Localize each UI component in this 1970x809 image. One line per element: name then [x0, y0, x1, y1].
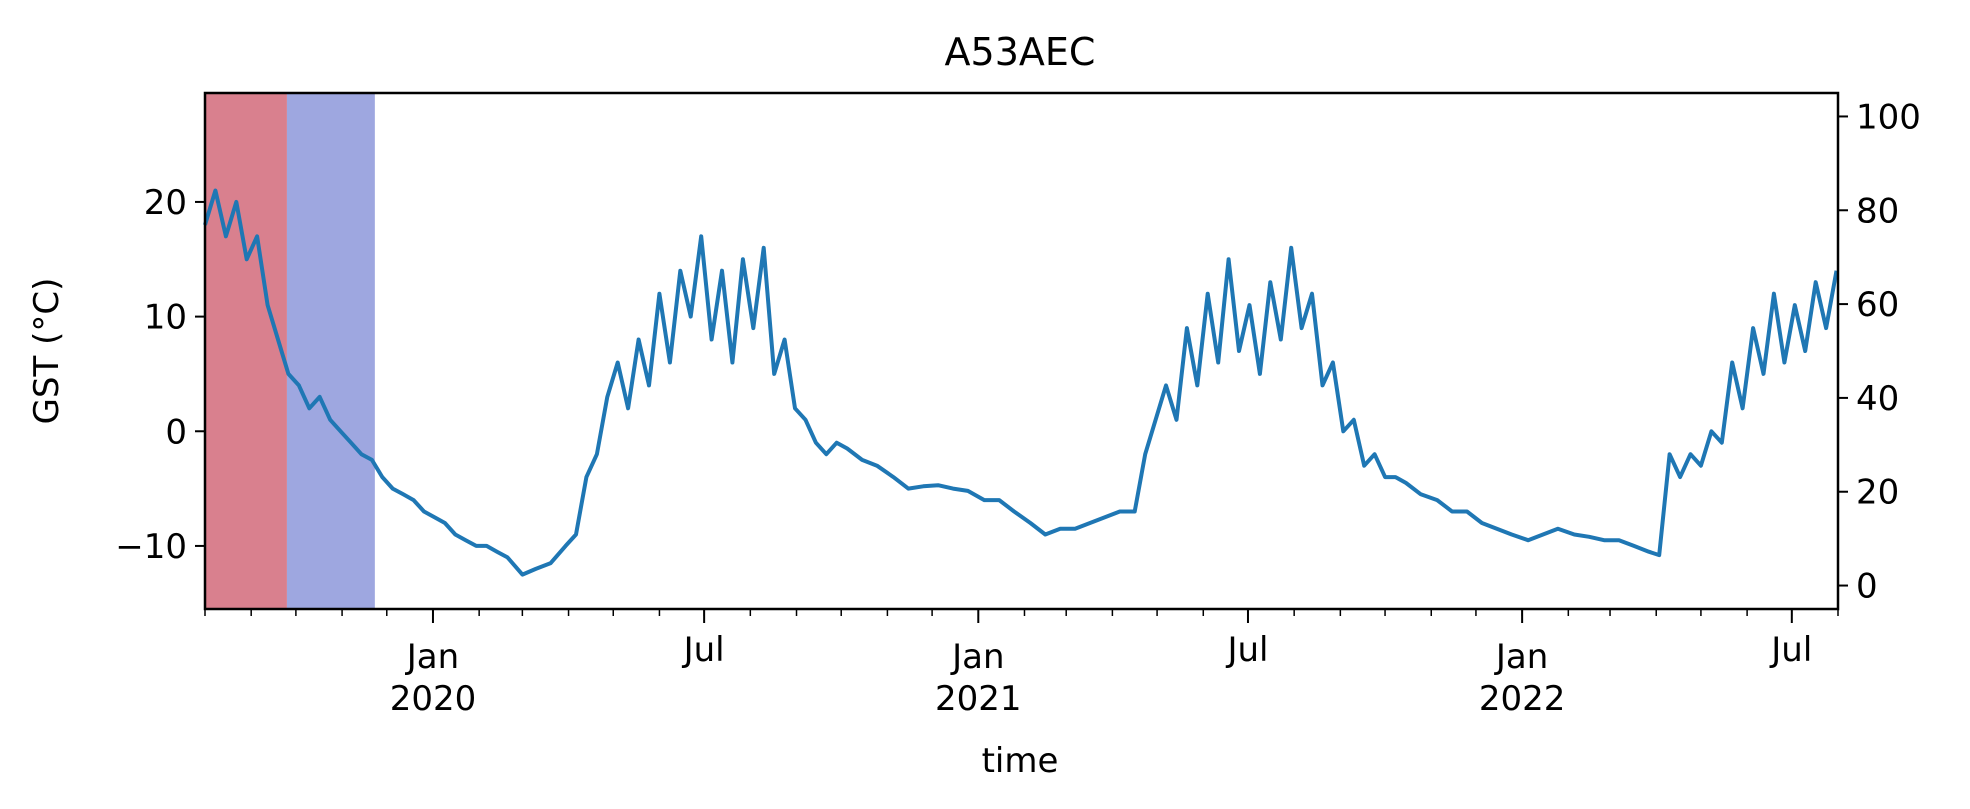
chart-title: A53AEC — [945, 30, 1096, 74]
band-layer — [205, 93, 375, 609]
x-tick-label: Jan — [1494, 637, 1548, 677]
x-tick-label: Jan — [405, 637, 459, 677]
x-tick-year-label: 2022 — [1479, 679, 1566, 719]
shaded-band — [205, 93, 287, 609]
series-line — [203, 188, 1839, 577]
y2-tick-label: 40 — [1856, 379, 1899, 419]
y2-tick-label: 20 — [1856, 473, 1899, 513]
y-tick-label: 10 — [144, 298, 187, 338]
x-tick-label: Jan — [950, 637, 1004, 677]
plot-frame — [203, 91, 1840, 611]
y-tick-label: 20 — [144, 183, 187, 223]
x-tick-label: Jul — [1225, 630, 1268, 670]
x-tick-year-label: 2021 — [935, 679, 1022, 719]
y2-tick-label: 60 — [1856, 285, 1899, 325]
series-layer — [203, 188, 1839, 577]
y2-tick-label: 100 — [1856, 97, 1921, 137]
y-tick-label: 0 — [165, 412, 187, 452]
y-tick-label: −10 — [115, 527, 187, 567]
y-axis-label: GST (°C) — [27, 278, 67, 425]
y-axis-left: −10 0 10 20 — [115, 183, 205, 567]
y2-tick-label: 80 — [1856, 191, 1899, 231]
x-axis-label: time — [982, 741, 1059, 781]
y-axis-right: 0 20 40 60 80 100 — [1838, 97, 1921, 607]
shaded-band — [286, 93, 375, 609]
x-tick-label: Jul — [1769, 630, 1812, 670]
x-tick-year-label: 2020 — [390, 679, 477, 719]
y2-tick-label: 0 — [1856, 567, 1878, 607]
x-tick-label: Jul — [682, 630, 725, 670]
